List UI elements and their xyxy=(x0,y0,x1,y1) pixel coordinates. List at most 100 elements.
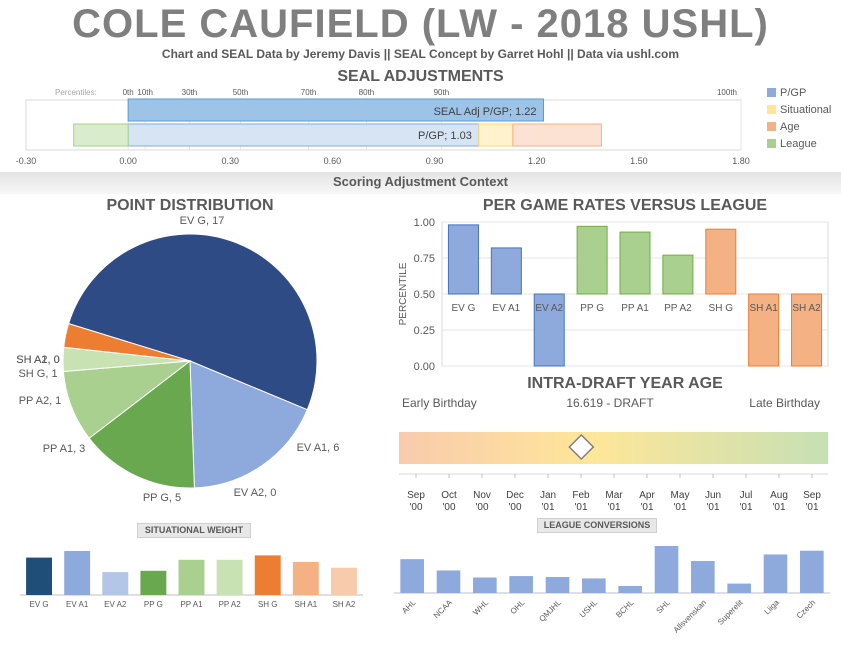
percentiles-label: Percentiles: xyxy=(55,88,97,97)
age-marker xyxy=(568,433,595,461)
age-year-label: '01 xyxy=(739,502,752,513)
pergame-x-tick: PP A2 xyxy=(664,303,692,314)
pergame-bar-ev-a2 xyxy=(533,293,565,367)
age-year-label: '00 xyxy=(409,502,422,513)
page-subtitle: Chart and SEAL Data by Jeremy Davis || S… xyxy=(161,47,680,61)
league-bar-ohl xyxy=(509,576,533,593)
situational-x-tick: SH A1 xyxy=(294,600,317,609)
age-year-label: '01 xyxy=(673,502,686,513)
late-birthday-label: Late Birthday xyxy=(749,396,820,410)
situational-bar-ev-a2 xyxy=(102,572,129,595)
situational-bar-sh-a2 xyxy=(330,567,357,595)
legend-label: P/GP xyxy=(780,86,807,99)
seal-title: SEAL ADJUSTMENTS xyxy=(337,68,504,85)
pie-chart: EV G, 17 EV A1, 6 EV A2, 0 PP G, 5 PP A1, 3 P… xyxy=(16,215,339,504)
age-month-label: Feb xyxy=(572,490,590,501)
situational-x-tick: EV G xyxy=(29,600,48,609)
league-x-tick: NCAA xyxy=(432,598,455,621)
situational-bar-pp-a2 xyxy=(216,559,243,595)
pergame-bar-sh-a1 xyxy=(748,293,780,367)
page-title: COLE CAUFIELD (LW - 2018 USHL) xyxy=(72,2,769,46)
percentile-tick: 50th xyxy=(233,88,249,97)
seal-x-tick: 1.20 xyxy=(528,156,546,166)
age-year-label: '00 xyxy=(442,502,455,513)
pie-label-pp-a1: PP A1, 3 xyxy=(43,443,86,455)
league-bar-ushl xyxy=(582,578,606,593)
league-x-tick: SHL xyxy=(655,598,673,616)
age-chart: Sep'00Oct'00Nov'00Dec'00Jan'01Feb'01Mar'… xyxy=(399,432,828,513)
pergame-x-tick: EV A1 xyxy=(492,303,520,314)
age-title: INTRA-DRAFT YEAR AGE xyxy=(527,375,723,392)
early-birthday-label: Early Birthday xyxy=(402,396,477,410)
league-x-tick: QMJHL xyxy=(537,598,563,624)
seal-adj-label: SEAL Adj P/GP; 1.22 xyxy=(434,106,537,118)
league-bar-ncaa xyxy=(436,570,461,593)
pie-slice-sh-g xyxy=(63,323,191,362)
legend-label: Age xyxy=(780,120,800,133)
pergame-x-tick: EV G xyxy=(451,303,475,314)
age-year-label: '00 xyxy=(508,502,521,513)
situational-title: SITUATIONAL WEIGHT xyxy=(137,523,251,538)
pergame-title: PER GAME RATES VERSUS LEAGUE xyxy=(482,197,768,214)
pie-label-pp-a2: PP A2, 1 xyxy=(19,395,62,407)
league-chart: AHL NCAA WHL OHL QMJHL USHL BCHL SHL Allsvenskan… xyxy=(394,546,830,635)
legend-label: Situational xyxy=(780,103,832,116)
league-bar-shl xyxy=(654,546,679,593)
league-x-tick: BCHL xyxy=(614,598,636,620)
pergame-ylabel: PERCENTILE xyxy=(398,262,409,325)
league-x-tick: USHL xyxy=(578,598,600,620)
league-bar-allsvenskan xyxy=(691,561,715,593)
legend-swatch xyxy=(767,105,776,114)
context-label: Scoring Adjustment Context xyxy=(332,174,509,189)
pergame-x-tick: SH A1 xyxy=(749,303,778,314)
situational-x-tick: EV A2 xyxy=(104,600,127,609)
age-month-label: Jul xyxy=(740,490,753,501)
league-bar-bchl xyxy=(618,585,642,593)
league-bar-czech xyxy=(800,550,824,593)
league-x-tick: Liiga xyxy=(763,598,782,617)
situational-bar-ev-g xyxy=(26,557,53,595)
pie-label-sh-g: SH G, 1 xyxy=(18,368,57,380)
pergame-chart: 1.00 0.75 0.50 0.25 0.00 PERCENTILE EV G EV A1 E… xyxy=(398,217,829,372)
percentile-tick: 0th xyxy=(123,88,134,97)
pie-slice-pp-g xyxy=(88,360,195,489)
age-year-label: '01 xyxy=(706,502,719,513)
age-year-label: '01 xyxy=(541,502,554,513)
age-year-label: '01 xyxy=(574,502,587,513)
situational-bar-sh-a1 xyxy=(292,562,319,595)
situational-x-tick: SH A2 xyxy=(333,600,356,609)
pergame-bar-sh-a2 xyxy=(791,293,823,367)
league-bar-qmjhl xyxy=(545,577,570,593)
situational-x-tick: PP A2 xyxy=(219,600,242,609)
pergame-bar-ev-a1 xyxy=(490,247,522,295)
seal-x-tick: -0.30 xyxy=(16,156,37,166)
age-month-label: Sep xyxy=(803,490,821,501)
pgp-label: P/GP; 1.03 xyxy=(418,130,472,142)
league-x-tick: AHL xyxy=(400,598,418,616)
age-year-label: '00 xyxy=(475,502,488,513)
pergame-x-tick: PP A1 xyxy=(621,303,649,314)
age-gradient-bar xyxy=(399,432,828,464)
pie-label-pp-g: PP G, 5 xyxy=(143,492,181,504)
situational-bar-sh-g xyxy=(254,555,281,595)
seal-x-tick: 0.60 xyxy=(324,156,342,166)
pergame-y-tick: 0.50 xyxy=(414,289,435,301)
age-year-label: '01 xyxy=(607,502,620,513)
age-month-label: Jun xyxy=(705,490,721,501)
seal-x-tick: 1.50 xyxy=(630,156,648,166)
pie-slice-ev-a1 xyxy=(189,360,308,489)
league-bar-ahl xyxy=(400,559,424,593)
situational-x-tick: PP A1 xyxy=(180,600,203,609)
league-bar-whl xyxy=(473,577,497,593)
pergame-bar-sh-g xyxy=(705,228,737,295)
pergame-x-tick: SH G xyxy=(709,303,734,314)
league-x-tick: Allsvenskan xyxy=(672,598,709,635)
pie-title: POINT DISTRIBUTION xyxy=(106,197,274,214)
pergame-y-tick: 0.75 xyxy=(414,253,435,265)
pie-slice-ev-g xyxy=(67,233,318,411)
pergame-y-tick: 1.00 xyxy=(414,217,435,229)
age-month-label: Dec xyxy=(506,490,524,501)
pie-label-ev-g: EV G, 17 xyxy=(180,215,225,227)
situational-x-tick: PP G xyxy=(144,600,163,609)
pergame-bar-pp-a1 xyxy=(619,231,651,295)
